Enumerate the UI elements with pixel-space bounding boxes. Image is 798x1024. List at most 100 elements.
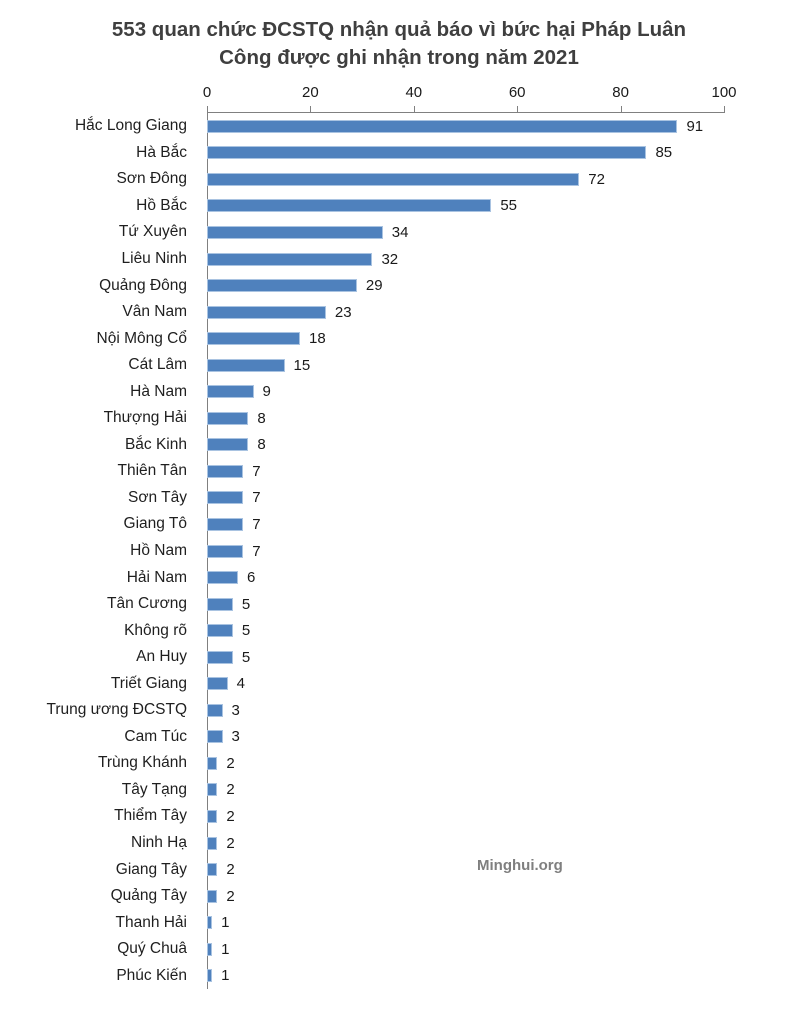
bar-value-label: 8 [257,436,266,454]
chart-row: Hải Nam 6 [0,564,798,591]
category-label: Sơn Đông [116,170,187,188]
bar [207,836,218,850]
chart-row: Ninh Hạ 2 [0,830,798,857]
category-label: Hắc Long Giang [74,117,187,135]
chart-row: Thiểm Tây 2 [0,803,798,830]
bar-value-label: 15 [293,356,311,374]
bar [207,411,249,425]
x-axis-tick-label: 60 [508,84,526,101]
bar [207,332,301,346]
chart-row: Hắc Long Giang 91 [0,113,798,140]
category-label: Vân Nam [122,303,187,321]
chart-title: 553 quan chức ĐCSTQ nhận quả báo vì bức … [49,16,749,72]
chart-row: Trùng Khánh 2 [0,750,798,777]
chart-row: Hồ Nam 7 [0,538,798,565]
bar [207,544,244,558]
bar [207,783,218,797]
x-axis-tick-label: 80 [612,84,629,101]
bar-value-label: 1 [221,914,230,932]
category-label: Hải Nam [126,568,187,586]
bar-value-label: 3 [231,701,240,719]
chart-row: Sơn Tây 7 [0,485,798,512]
bar-value-label: 3 [231,728,240,746]
chart-row: Thiên Tân 7 [0,458,798,485]
category-label: An Huy [136,648,187,666]
category-label: Hà Nam [130,382,187,400]
chart-rows: Hắc Long Giang 91 Hà Bắc 85 Sơn Đông 72 Hồ Bắc… [0,113,798,989]
bar-value-label: 2 [226,861,235,879]
category-label: Bắc Kinh [124,435,187,453]
chart-row: Hồ Bắc 55 [0,193,798,220]
bar-zone: 6 [207,569,767,586]
x-axis-tick-mark [413,106,415,112]
bar-zone: 32 [207,251,767,268]
bar [207,225,383,239]
bar-value-label: 55 [500,197,518,215]
bar-zone: 1 [207,967,767,984]
x-axis-tick-mark [517,106,519,112]
bar-zone: 29 [207,277,767,294]
bar-value-label: 23 [334,303,352,321]
bar-value-label: 7 [252,515,261,533]
category-label: Cát Lâm [128,356,187,374]
bar-value-label: 1 [221,967,230,985]
x-axis: 0 20 40 60 80 100 [203,84,737,104]
chart-row: Tứ Xuyên 34 [0,219,798,246]
chart-row: Triết Giang 4 [0,670,798,697]
category-label: Trùng Khánh [97,754,187,772]
category-label: Không rõ [124,621,187,639]
bar-value-label: 32 [381,250,399,268]
bar-value-label: 18 [309,330,326,348]
category-label: Nội Mông Cổ [96,329,187,347]
bar-zone: 2 [207,755,767,772]
bar-value-label: 1 [221,940,230,958]
bar [207,438,249,452]
bar-value-label: 5 [241,648,251,666]
bar-value-label: 2 [226,781,235,799]
bar-value-label: 2 [226,807,235,825]
bar [207,863,218,877]
bar-zone: 2 [207,888,767,905]
chart-row: Bắc Kinh 8 [0,432,798,459]
bar-zone: 2 [207,861,767,878]
bar [207,809,218,823]
chart-title-line2: Công được ghi nhận trong năm 2021 [219,46,579,69]
bar-zone: 1 [207,914,767,931]
category-label: Tân Cương [107,595,187,613]
category-label: Triết Giang [110,674,187,692]
category-label: Thượng Hải [103,409,187,427]
bar-zone: 7 [207,489,767,506]
bar-zone: 2 [207,835,767,852]
bar-value-label: 5 [241,595,251,613]
category-label: Hồ Bắc [136,196,187,214]
chart-row: Giang Tây 2 [0,856,798,883]
bar-zone: 3 [207,728,767,745]
category-label: Hồ Nam [130,542,187,560]
bar [207,358,285,372]
bar-zone: 5 [207,596,767,613]
category-label: Giang Tô [123,515,187,533]
bar-zone: 8 [207,436,767,453]
category-label: Thanh Hải [115,913,187,931]
category-label: Trung ương ĐCSTQ [46,701,187,719]
bar-value-label: 2 [226,754,235,772]
bar-value-label: 9 [262,383,271,401]
chart-row: Hà Bắc 85 [0,140,798,167]
bar-zone: 3 [207,702,767,719]
chart-row: Quý Chuâ 1 [0,936,798,963]
x-axis-tick-label: 40 [405,84,423,101]
bar [207,677,228,691]
bar-zone: 7 [207,463,767,480]
chart-row: Cam Túc 3 [0,724,798,751]
bar [207,119,678,133]
category-label: Quảng Tây [110,887,187,905]
bar [207,624,233,638]
category-label: Thiên Tân [117,462,187,480]
bar-value-label: 29 [365,277,383,295]
chart-row: Thượng Hải 8 [0,405,798,432]
bar [207,597,233,611]
x-axis-tick-mark [310,106,312,112]
watermark: Minghui.org [477,857,563,874]
x-axis-tick-mark [620,106,622,112]
